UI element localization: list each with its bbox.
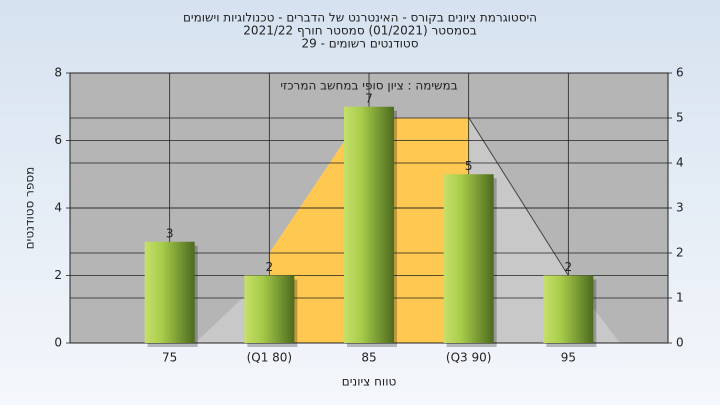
- title-line: היסטוגרמת ציונים בקורס - האינטרנט של הדב…: [183, 11, 537, 25]
- x-axis-label: טווח ציונים: [342, 375, 397, 389]
- bar: [144, 241, 195, 343]
- y2-tick-label: 2: [676, 246, 684, 260]
- title-line: סטודנטים רשומים - 29: [301, 37, 418, 51]
- y2-tick-label: 5: [676, 111, 684, 125]
- data-label: 2: [565, 260, 573, 274]
- y-axis-label: מספר סטודנטים: [23, 167, 37, 250]
- x-tick-label: 85: [361, 351, 376, 365]
- y2-tick-label: 6: [676, 66, 684, 80]
- bar: [344, 106, 394, 343]
- data-label: 3: [166, 226, 174, 240]
- bar: [543, 275, 594, 343]
- y-tick-label: 6: [54, 133, 62, 147]
- bar: [443, 174, 494, 343]
- data-label: 2: [266, 260, 274, 274]
- distribution-edge: [468, 117, 569, 276]
- data-label: 5: [465, 159, 473, 173]
- y-tick-label: 0: [54, 336, 62, 350]
- y2-tick-label: 1: [676, 291, 684, 305]
- bar: [244, 275, 295, 343]
- x-tick-label: 75: [162, 351, 177, 365]
- x-tick-label: (Q1 80): [247, 351, 293, 365]
- title-line: בסמסטר (01/2021) סמסטר חורף 2021/22: [243, 24, 476, 38]
- data-label: 7: [365, 91, 373, 105]
- y-tick-label: 8: [54, 66, 62, 80]
- y2-tick-label: 0: [676, 336, 684, 350]
- x-tick-label: (Q3 90): [446, 351, 492, 365]
- y-tick-label: 2: [54, 268, 62, 282]
- x-tick-label: 95: [561, 351, 576, 365]
- y2-tick-label: 4: [676, 156, 684, 170]
- y-tick-label: 4: [54, 201, 62, 215]
- y2-tick-label: 3: [676, 201, 684, 215]
